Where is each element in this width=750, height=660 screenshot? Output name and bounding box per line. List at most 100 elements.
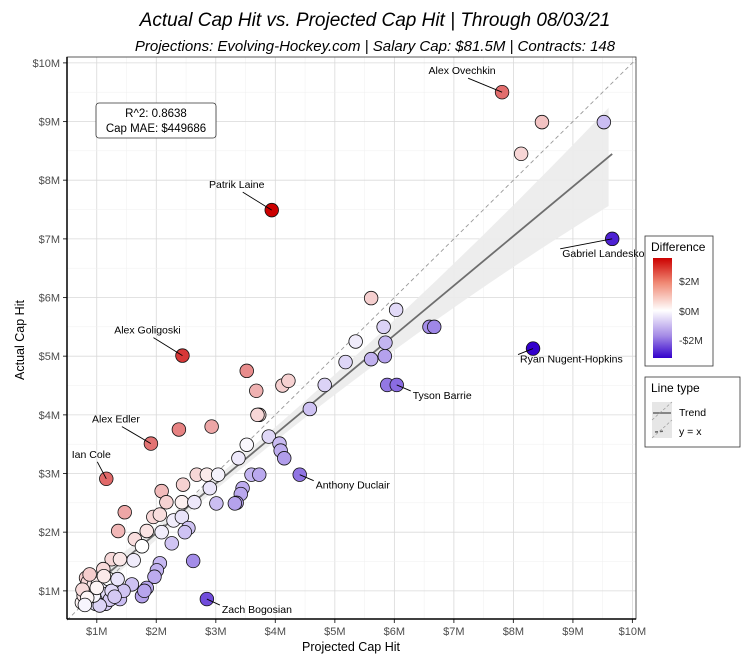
data-point	[377, 348, 393, 364]
point-label: Alex Ovechkin	[429, 65, 496, 77]
data-point	[231, 451, 246, 466]
data-point	[209, 496, 224, 511]
data-point	[139, 523, 154, 539]
chart-title: Actual Cap Hit vs. Projected Cap Hit | T…	[139, 10, 611, 31]
data-point	[117, 505, 132, 520]
difference-legend: Difference $2M $0M -$2M	[644, 235, 714, 367]
data-point	[252, 467, 267, 482]
point-label: Gabriel Landeskog	[562, 248, 650, 260]
point-label: Alex Edler	[92, 414, 140, 426]
label-leader-line	[560, 238, 613, 250]
colorbar-label: $0M	[679, 306, 699, 318]
x-tick-label: $2M	[146, 626, 167, 638]
data-point	[110, 571, 125, 587]
label-leader-line	[517, 348, 534, 355]
data-point	[202, 480, 218, 496]
data-point	[376, 319, 391, 335]
x-tick-label: $7M	[443, 626, 464, 638]
stats-box: R^2: 0.8638 Cap MAE: $449686	[95, 102, 217, 139]
data-point	[174, 495, 190, 510]
label-leader-line	[299, 474, 314, 482]
x-tick-label: $5M	[324, 626, 345, 638]
y-tick-label: $3M	[39, 469, 60, 481]
r2-text: R^2: 0.8638	[125, 108, 187, 120]
data-point	[159, 495, 174, 510]
line-legend-title: Line type	[651, 381, 700, 395]
point-label: Ian Cole	[72, 449, 111, 461]
data-point	[239, 437, 254, 452]
data-point	[513, 146, 529, 161]
y-tick-label: $10M	[32, 58, 60, 70]
data-point	[596, 114, 612, 130]
data-point	[137, 583, 152, 599]
data-point	[126, 553, 141, 568]
point-label: Anthony Duclair	[316, 480, 391, 492]
y-tick-label: $2M	[39, 527, 60, 539]
data-point	[174, 509, 190, 525]
data-point	[210, 467, 226, 482]
x-tick-label: $4M	[265, 626, 286, 638]
x-tick-label: $3M	[205, 626, 226, 638]
difference-legend-title: Difference	[651, 240, 706, 254]
data-point	[378, 335, 393, 350]
data-point	[185, 553, 201, 569]
data-point	[204, 419, 219, 434]
labeled-data-point	[264, 202, 279, 218]
axes: $1M $2M $3M $4M $5M $6M $7M $8M $9M $10M $1M $2M $3M…	[32, 56, 647, 638]
data-point	[250, 407, 265, 423]
data-point	[154, 524, 169, 540]
legend-y-equals-x: y = x	[679, 426, 702, 438]
data-point	[171, 422, 187, 437]
y-tick-label: $1M	[39, 586, 60, 598]
label-leader-line	[96, 461, 107, 480]
data-point	[261, 429, 276, 444]
data-point	[363, 290, 379, 306]
x-tick-label: $1M	[86, 626, 107, 638]
data-point	[112, 551, 128, 567]
data-point	[249, 383, 264, 398]
data-point	[96, 568, 112, 584]
y-tick-label: $8M	[39, 175, 60, 187]
labeled-data-point	[99, 471, 114, 486]
data-point	[388, 302, 404, 318]
x-tick-label: $10M	[619, 626, 647, 638]
colorbar-label: $2M	[679, 276, 699, 288]
data-point	[175, 477, 191, 492]
point-label: Zach Bogosian	[222, 604, 292, 616]
label-leader-line	[153, 337, 183, 356]
point-labels: Alex Ovechkin Patrik Laine Gabriel Landesk…	[72, 65, 651, 616]
data-point	[534, 114, 550, 130]
data-point	[134, 539, 150, 554]
data-point	[281, 373, 296, 389]
data-point	[110, 523, 126, 539]
y-tick-label: $4M	[39, 410, 60, 422]
data-point	[82, 567, 97, 582]
label-leader-line	[121, 426, 152, 444]
x-tick-label: $9M	[562, 626, 583, 638]
x-tick-label: $6M	[384, 626, 405, 638]
x-axis-title: Projected Cap Hit	[302, 640, 400, 654]
data-point	[164, 536, 179, 551]
label-leader-line	[467, 77, 503, 93]
y-tick-label: $9M	[39, 117, 60, 129]
colorbar-label: -$2M	[679, 335, 703, 347]
y-tick-label: $6M	[39, 293, 60, 305]
colorbar	[653, 258, 672, 358]
label-leader-line	[206, 598, 221, 606]
data-point	[239, 363, 254, 379]
label-leader-line	[242, 191, 272, 211]
data-point	[338, 354, 353, 370]
data-point	[77, 597, 93, 613]
data-point	[89, 580, 104, 596]
legend-trend: Trend	[679, 407, 706, 419]
mae-text: Cap MAE: $449686	[106, 123, 206, 135]
data-point	[147, 569, 162, 584]
data-point	[277, 451, 292, 466]
data-point	[177, 524, 193, 540]
y-tick-label: $5M	[39, 351, 60, 363]
data-point	[302, 401, 318, 417]
data-point	[227, 496, 243, 511]
labeled-data-point	[143, 436, 159, 451]
data-point	[348, 334, 363, 349]
